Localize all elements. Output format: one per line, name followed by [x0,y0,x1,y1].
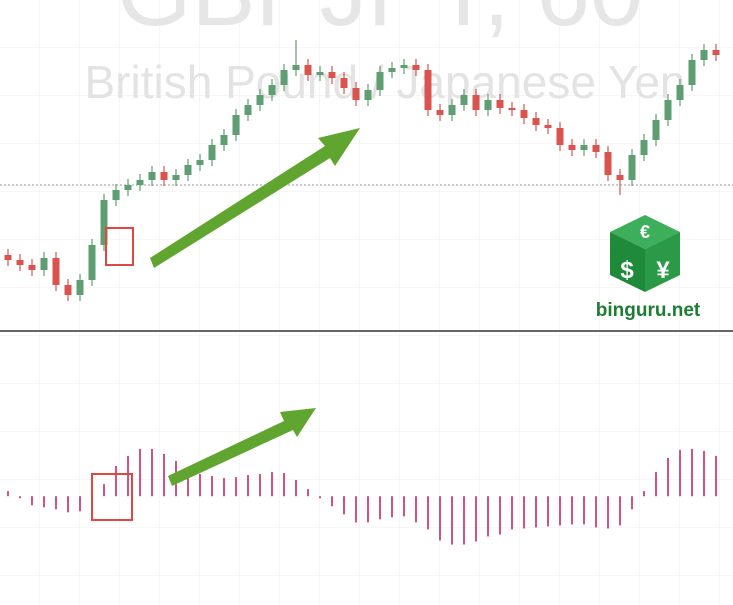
candle-body [328,72,336,78]
candle-body [412,65,420,70]
highlight-box [91,473,133,521]
candle-body [184,165,192,175]
logo-symbol: € [640,222,650,242]
candle-body [124,185,132,190]
candle-body [400,65,408,68]
candle-body [688,60,696,85]
candle-body [544,125,552,128]
logo-symbol: $ [620,257,634,284]
plot [0,40,733,545]
candle-body [64,285,72,295]
candle-body [376,72,384,90]
trend-arrow [168,408,316,486]
candle-body [112,190,120,200]
candle-body [460,95,468,105]
candle-body [340,78,348,88]
candle-body [196,160,204,165]
candle-body [652,120,660,140]
candle-body [232,115,240,135]
candle-body [580,145,588,150]
logo-symbol: ¥ [656,257,670,284]
candle-body [628,155,636,180]
candle-body [700,50,708,60]
candle-body [568,145,576,150]
candle-body [592,145,600,152]
candle-body [244,105,252,115]
candle-body [100,200,108,245]
highlight-box [105,227,134,266]
candle-body [76,280,84,295]
candle-body [304,65,312,75]
candle-body [436,110,444,115]
candle-body [220,135,228,145]
candle-body [508,108,516,110]
candle-body [4,255,12,260]
candle-body [676,85,684,100]
candle-body [88,245,96,280]
candle-body [424,70,432,110]
trend-arrow [150,128,360,268]
watermark-title: GBPJPY, 60 [117,0,644,46]
candle-body [316,72,324,75]
candle-body [556,128,564,145]
candle-body [292,65,300,70]
candle-body [364,90,372,100]
candle-body [472,95,480,110]
candle-body [16,260,24,265]
candle-body [280,70,288,85]
candle-body [484,100,492,110]
logo-cube-right [645,232,680,292]
candle-body [352,88,360,100]
candle-body [496,100,504,108]
candle-body [388,68,396,72]
candle-body [40,258,48,270]
candle-body [448,105,456,115]
candle-body [712,50,720,55]
candle-body [148,172,156,180]
candle-body [520,110,528,118]
logo: € $ ¥ binguru.net [596,215,701,321]
logo-text: binguru.net [596,300,701,321]
candle-body [268,85,276,95]
logo-cube-left [610,232,645,292]
candle-body [532,118,540,125]
candle-body [604,152,612,175]
candle-body [208,145,216,160]
candle-body [160,172,168,180]
candle-body [640,140,648,155]
candle-body [28,265,36,270]
candle-body [616,175,624,180]
candle-body [172,175,180,180]
macd-grid [0,333,733,605]
watermark-subtitle: British Pound / Japanese Yen [84,56,685,108]
candle-body [664,100,672,120]
candle-body [256,95,264,105]
candle-body [52,258,60,285]
candle-body [136,180,144,185]
